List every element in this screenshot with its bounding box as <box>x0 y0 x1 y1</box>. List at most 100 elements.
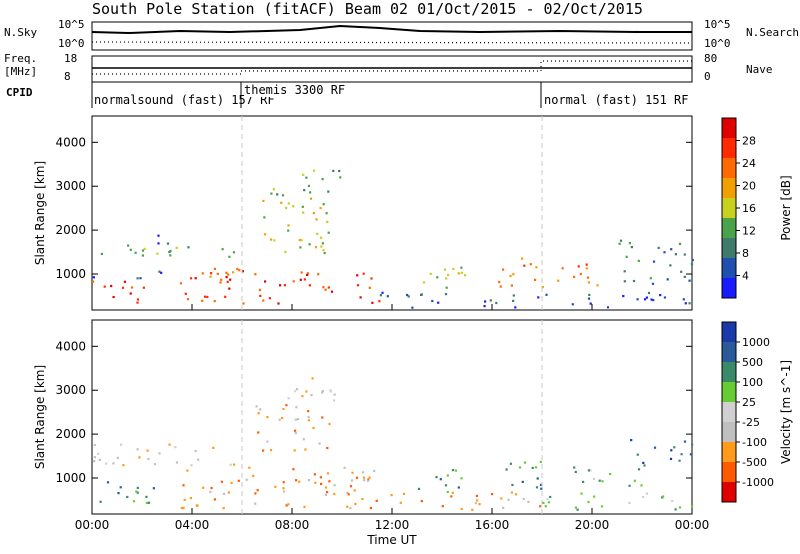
data-cell <box>349 507 352 510</box>
data-cell <box>362 476 366 479</box>
data-cell <box>522 497 525 501</box>
data-cell <box>505 468 508 471</box>
data-cell <box>636 453 639 456</box>
data-cell <box>306 273 309 276</box>
data-cell <box>301 205 304 208</box>
data-cell <box>333 484 336 487</box>
data-cell <box>523 264 526 267</box>
data-region <box>287 377 336 402</box>
colorbar-swatch <box>722 462 736 483</box>
data-cell <box>457 486 460 489</box>
data-cell <box>573 275 576 278</box>
data-cell <box>327 231 330 234</box>
data-cell <box>228 255 231 258</box>
data-cell <box>688 302 691 305</box>
data-region <box>498 257 544 289</box>
data-cell <box>491 493 494 496</box>
data-cell <box>478 503 481 506</box>
data-cell <box>202 486 205 489</box>
cpid-segment-3: normal (fast) 151 RF <box>544 93 689 107</box>
data-cell <box>652 299 655 302</box>
data-cell <box>303 278 306 281</box>
data-cell <box>292 468 295 471</box>
data-cell <box>292 280 295 283</box>
data-cell <box>245 478 248 481</box>
data-cell <box>647 291 651 295</box>
colorbar-tick-label: 25 <box>742 396 756 409</box>
data-cell <box>450 495 453 498</box>
data-cell <box>268 297 271 300</box>
data-cell <box>347 493 350 496</box>
data-cell <box>169 254 172 257</box>
nsearch-tick-low: 10^0 <box>704 37 731 50</box>
data-cell <box>589 469 592 472</box>
colorbar-tick-label: 28 <box>742 135 756 148</box>
data-cell <box>132 500 136 503</box>
data-cell <box>632 279 636 283</box>
data-cell <box>229 463 232 466</box>
data-cell <box>643 464 646 467</box>
data-region <box>379 291 540 309</box>
data-cell <box>320 482 323 485</box>
data-cell <box>587 469 590 472</box>
data-cell <box>314 246 318 249</box>
data-cell <box>210 272 213 275</box>
colorbar-tick-label: 4 <box>742 270 749 283</box>
data-cell <box>139 277 142 280</box>
data-cell <box>287 503 290 506</box>
data-cell <box>378 300 381 303</box>
data-cell <box>593 495 596 498</box>
data-cell <box>259 408 262 411</box>
nsky-tick-low: 10^0 <box>58 37 85 50</box>
data-cell <box>447 273 450 277</box>
colorbar-tick-label: 16 <box>742 202 756 215</box>
data-cell <box>379 294 382 297</box>
nsky-tick-high: 10^5 <box>58 18 85 31</box>
data-cell <box>182 506 185 510</box>
data-cell <box>309 191 312 194</box>
data-cell <box>328 480 331 483</box>
data-cell <box>292 205 295 208</box>
data-cell <box>446 474 449 477</box>
data-cell <box>403 492 406 495</box>
colorbar-swatch <box>722 442 736 463</box>
data-cell <box>186 298 190 301</box>
data-cell <box>295 406 298 409</box>
data-cell <box>534 278 537 281</box>
data-cell <box>587 297 591 300</box>
data-region <box>505 460 543 490</box>
x-tick-label: 20:00 <box>575 518 610 532</box>
data-cell <box>500 497 503 500</box>
data-cell <box>145 501 149 504</box>
data-cell <box>285 404 288 407</box>
data-cell <box>670 248 673 251</box>
y-tick-label: 1000 <box>55 267 86 281</box>
data-cell <box>242 302 245 305</box>
colorbar-swatch <box>722 218 736 239</box>
colorbar-swatch <box>722 198 736 219</box>
data-cell <box>329 389 332 392</box>
data-cell <box>420 293 423 296</box>
data-cell <box>471 508 474 511</box>
data-cell <box>577 265 580 268</box>
power-panel-frame <box>91 115 693 311</box>
y-tick-label: 3000 <box>55 383 86 397</box>
data-cell <box>266 440 269 443</box>
data-cell <box>671 500 674 503</box>
data-cell <box>417 487 421 490</box>
data-cell <box>659 294 662 297</box>
colorbar-swatch <box>722 158 736 179</box>
data-cell <box>529 263 532 266</box>
y-tick-label: 1000 <box>55 471 86 485</box>
nave-tick-high: 80 <box>704 52 718 65</box>
data-cell <box>541 286 544 289</box>
data-cell <box>307 410 310 413</box>
data-cell <box>622 295 625 298</box>
data-cell <box>318 442 321 445</box>
data-cell <box>322 203 325 206</box>
data-cell <box>322 249 325 252</box>
data-cell <box>684 302 687 305</box>
data-cell <box>254 492 257 495</box>
data-cell <box>474 502 477 505</box>
data-cell <box>663 296 666 299</box>
